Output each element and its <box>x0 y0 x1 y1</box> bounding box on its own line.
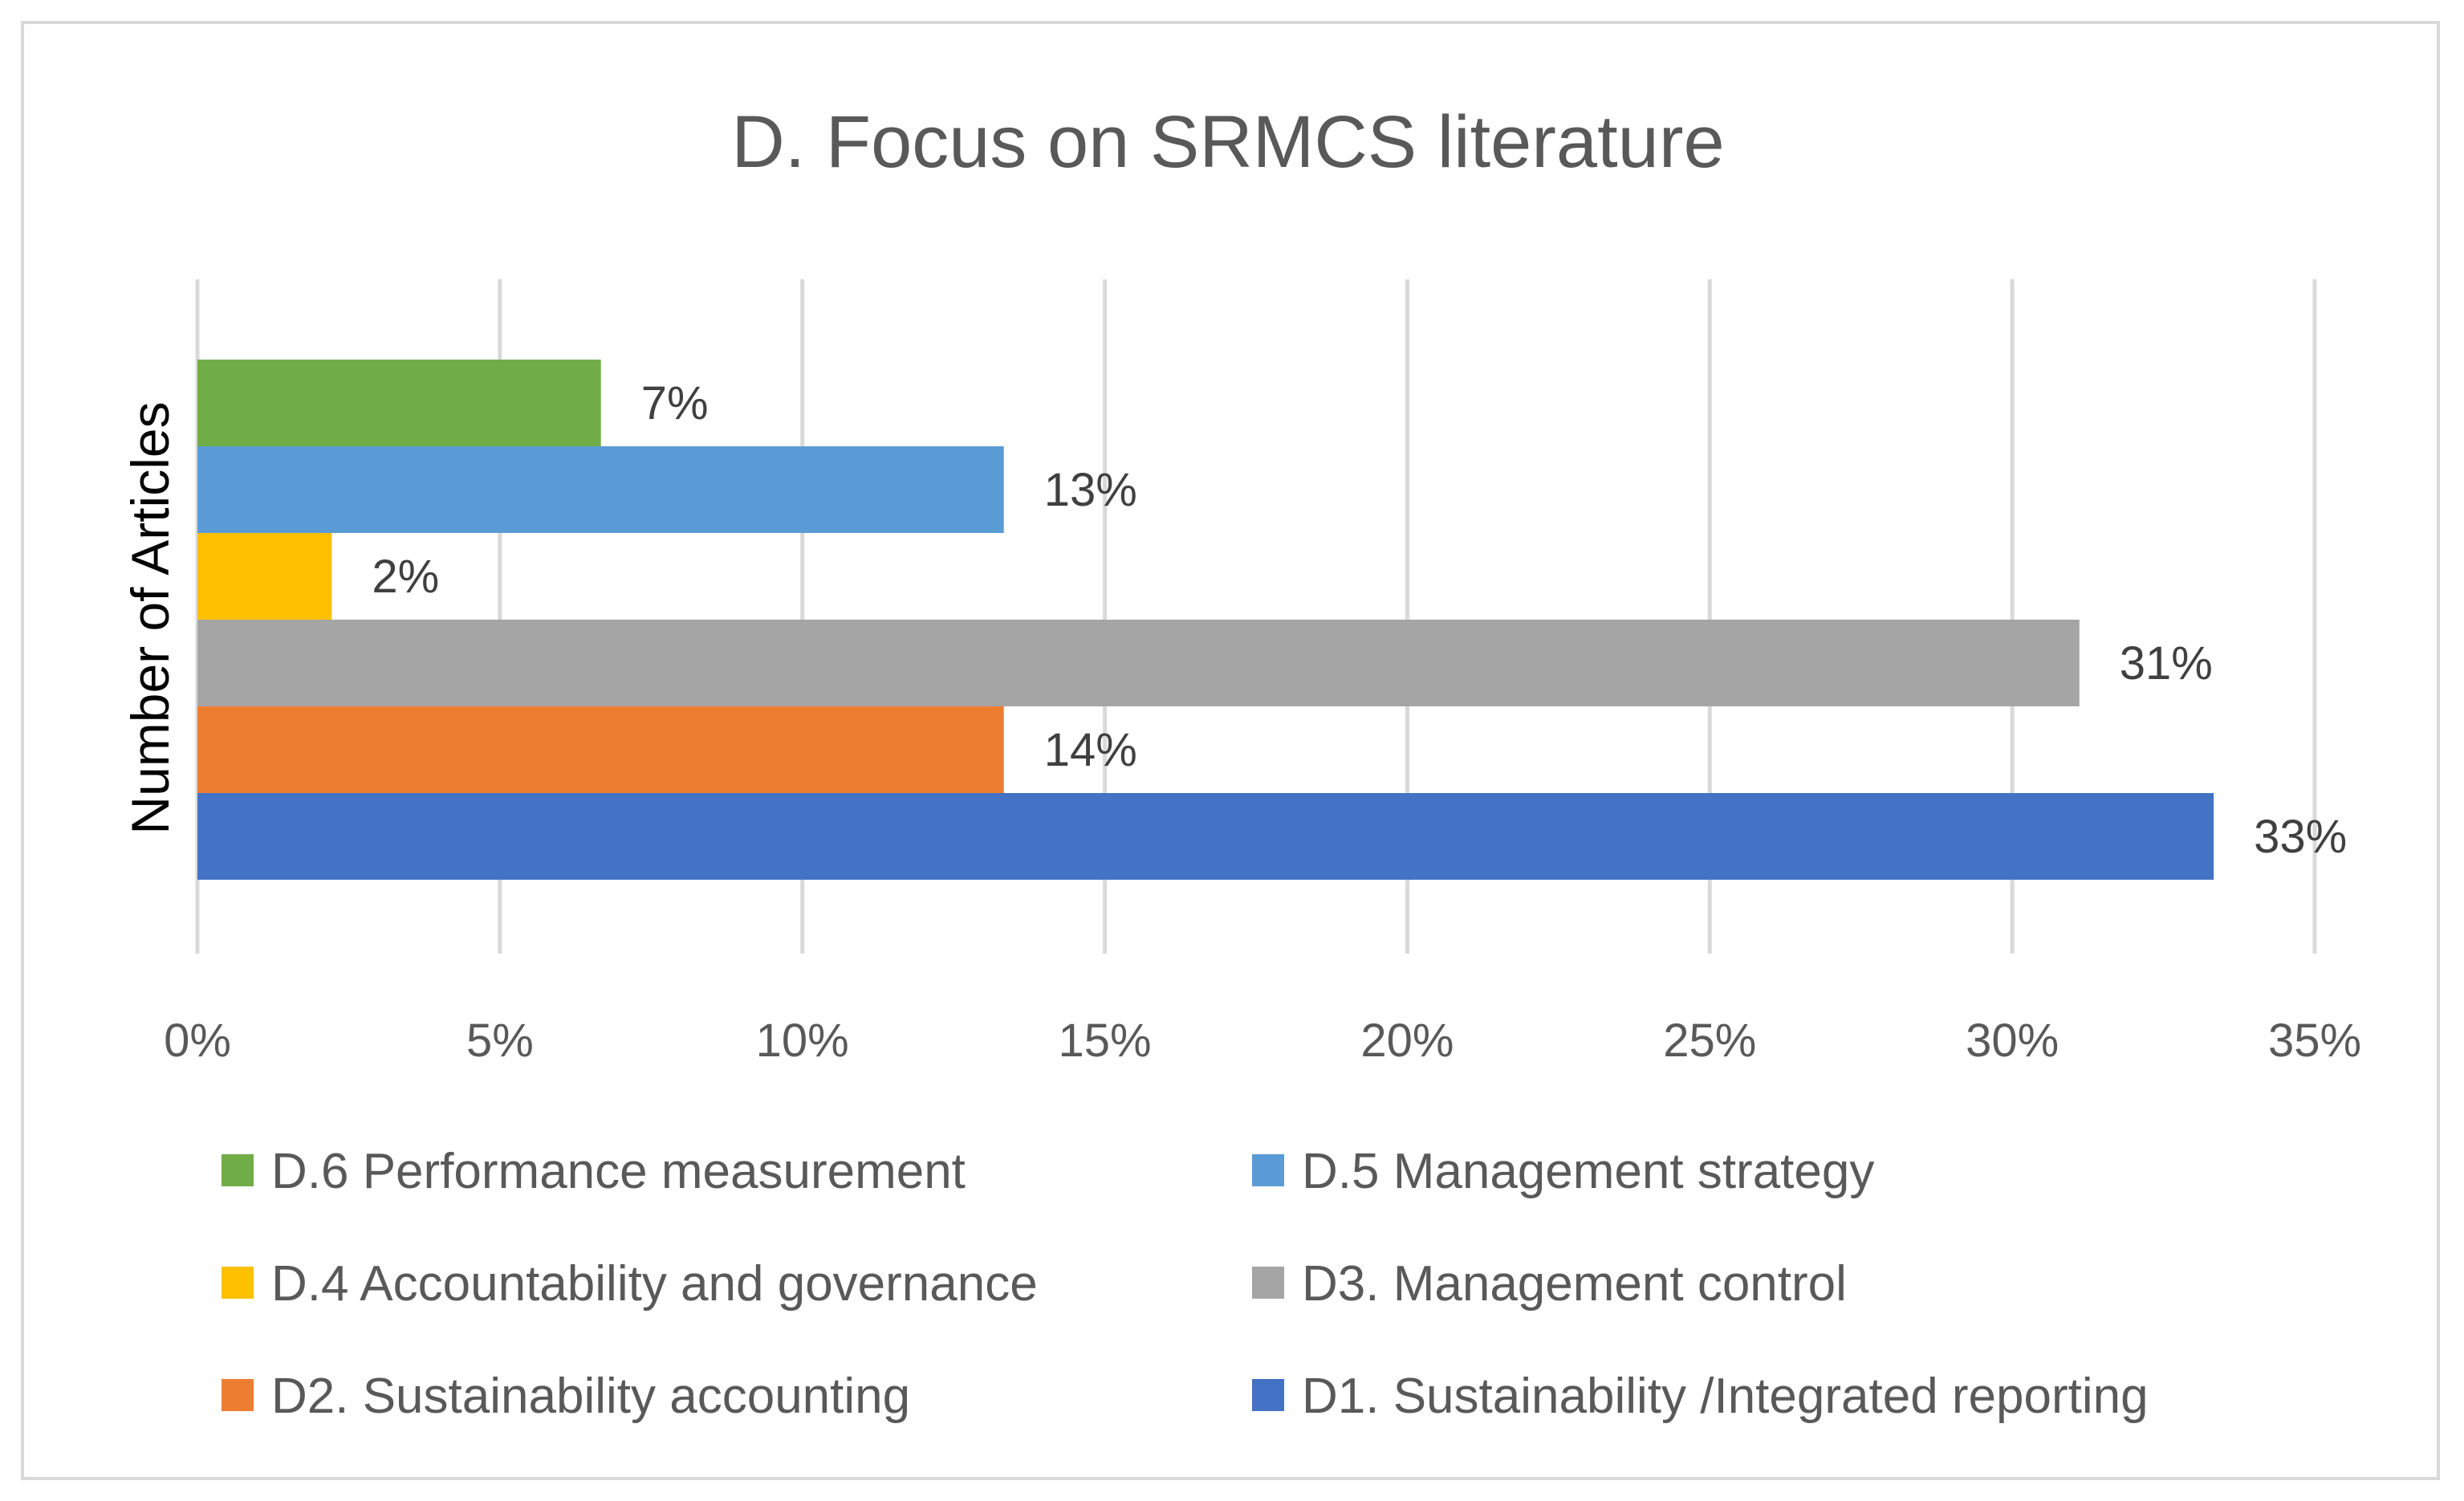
legend-swatch <box>1252 1379 1284 1411</box>
data-label: 7% <box>641 377 709 429</box>
x-tick-label: 25% <box>1663 1015 1756 1067</box>
bar <box>197 533 332 620</box>
x-tick-label: 10% <box>756 1015 849 1067</box>
legend-label: D.4 Accountability and governance <box>271 1256 1038 1312</box>
x-tick-label: 15% <box>1059 1015 1152 1067</box>
legend-swatch <box>1252 1154 1284 1186</box>
bar <box>197 793 2214 880</box>
legend-swatch <box>1252 1267 1284 1299</box>
x-tick-label: 35% <box>2268 1015 2361 1067</box>
bar <box>197 360 601 446</box>
legend-swatch <box>222 1154 254 1186</box>
x-tick-label: 20% <box>1360 1015 1454 1067</box>
data-label: 2% <box>372 551 439 603</box>
legend-label: D.5 Management strategy <box>1302 1144 1874 1199</box>
x-axis-ticks: 0% 5% 10% 15% 20% 25% 30% 35% <box>164 1015 2361 1067</box>
legend-label: D2. Sustainability accounting <box>271 1369 910 1424</box>
bar <box>197 620 2080 706</box>
data-label: 31% <box>2120 637 2213 689</box>
legend-label: D1. Sustainability /Integrated reporting <box>1302 1369 2149 1424</box>
x-tick-label: 5% <box>466 1015 534 1067</box>
bar <box>197 706 1004 793</box>
bar <box>197 446 1004 533</box>
data-label: 14% <box>1044 724 1137 776</box>
legend: D.6 Performance measurement D.5 Managemen… <box>222 1144 2149 1424</box>
legend-label: D.6 Performance measurement <box>271 1144 966 1199</box>
data-label: 13% <box>1044 464 1137 516</box>
y-axis-label: Number of Articles <box>120 401 180 834</box>
chart-title: D. Focus on SRMCS literature <box>731 101 1724 183</box>
data-labels: 7% 13% 2% 31% 14% 33% <box>372 377 2347 863</box>
data-label: 33% <box>2254 811 2347 863</box>
x-tick-label: 30% <box>1966 1015 2059 1067</box>
legend-label: D3. Management control <box>1302 1256 1847 1312</box>
x-tick-label: 0% <box>164 1015 231 1067</box>
legend-swatch <box>222 1379 254 1411</box>
legend-swatch <box>222 1267 254 1299</box>
bars <box>197 360 2214 880</box>
